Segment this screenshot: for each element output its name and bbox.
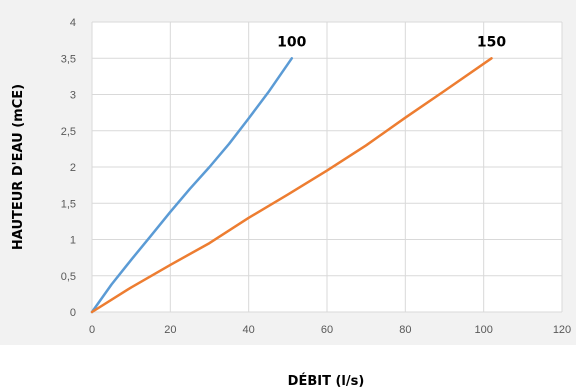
x-axis-title: DÉBIT (l/s) <box>288 373 365 389</box>
x-tick-label: 0 <box>89 324 95 336</box>
x-tick-label: 100 <box>474 324 492 336</box>
series-labels: 100 150 <box>277 34 506 50</box>
x-tick-label: 20 <box>164 324 176 336</box>
y-axis-title: HAUTEUR D'EAU (mCE) <box>11 84 26 250</box>
y-tick-label: 0 <box>70 307 76 319</box>
y-tick-label: 3,5 <box>61 53 76 65</box>
y-tick-label: 3 <box>70 90 76 102</box>
y-tick-label: 4 <box>70 17 76 29</box>
y-tick-label: 2 <box>70 162 76 174</box>
y-tick-label: 0,5 <box>61 271 76 283</box>
x-tick-label: 60 <box>321 324 333 336</box>
series-line-100 <box>90 57 294 314</box>
gridlines <box>91 21 563 313</box>
series-label-100: 100 <box>277 34 306 50</box>
series-label-150: 150 <box>477 34 506 50</box>
x-tick-label: 40 <box>243 324 255 336</box>
x-tick-label: 80 <box>399 324 411 336</box>
series-lines <box>90 57 493 314</box>
x-tick-label: 120 <box>553 324 571 336</box>
series-line-150 <box>90 57 493 314</box>
y-tick-label: 1 <box>70 235 76 247</box>
y-axis-ticks: 0 0,5 1 1,5 2 2,5 3 3,5 4 <box>61 17 76 319</box>
x-axis-ticks: 0 20 40 60 80 100 120 <box>89 324 571 336</box>
y-tick-label: 2,5 <box>61 126 76 138</box>
y-tick-label: 1,5 <box>61 198 76 210</box>
